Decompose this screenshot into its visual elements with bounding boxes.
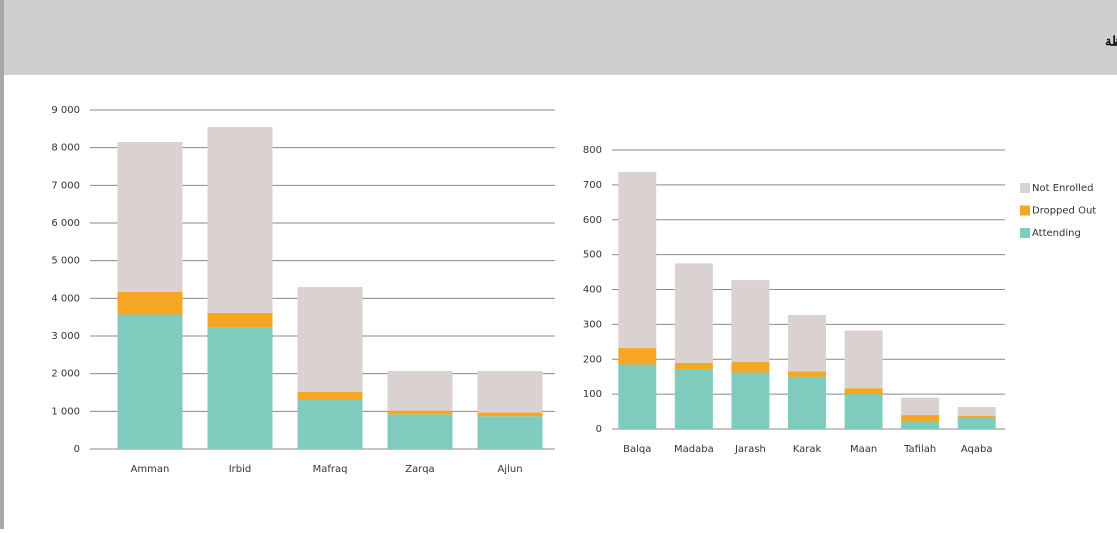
x-tick-label: Tafilah bbox=[903, 444, 936, 455]
bar-segment bbox=[731, 280, 770, 363]
y-tick-label: 500 bbox=[583, 250, 602, 261]
y-tick-label: 8 000 bbox=[51, 143, 80, 154]
bar-segment bbox=[731, 372, 770, 429]
bar-segment bbox=[117, 291, 183, 315]
bar-segment bbox=[618, 348, 657, 365]
x-tick-label: Irbid bbox=[229, 464, 252, 475]
bar-segment bbox=[901, 415, 940, 423]
y-tick-label: 4 000 bbox=[51, 293, 80, 304]
bar-segment bbox=[618, 171, 657, 349]
legend-label: Attending bbox=[1032, 228, 1081, 239]
legend-label: Dropped Out bbox=[1032, 206, 1096, 217]
header-band bbox=[0, 0, 1117, 75]
y-tick-label: 0 bbox=[596, 424, 602, 435]
bar-segment bbox=[674, 369, 713, 429]
bar-segment bbox=[844, 394, 883, 429]
bar-segment bbox=[477, 412, 543, 417]
y-tick-label: 700 bbox=[583, 180, 602, 191]
legend-swatch bbox=[1020, 205, 1030, 216]
bar-segment bbox=[901, 397, 940, 416]
y-tick-label: 3 000 bbox=[51, 331, 80, 342]
bar-segment bbox=[477, 416, 543, 449]
x-tick-label: Karak bbox=[793, 444, 822, 455]
x-tick-label: Jarash bbox=[734, 444, 766, 455]
y-tick-label: 600 bbox=[583, 215, 602, 226]
y-tick-label: 800 bbox=[583, 145, 602, 156]
bar-segment bbox=[957, 407, 996, 416]
bar-segment bbox=[207, 327, 273, 449]
y-tick-label: 2 000 bbox=[51, 369, 80, 380]
bar-segment bbox=[117, 142, 183, 292]
x-tick-label: Madaba bbox=[674, 444, 714, 455]
x-tick-label: Balqa bbox=[623, 444, 651, 455]
legend-swatch bbox=[1020, 228, 1030, 238]
legend-label: Not Enrolled bbox=[1032, 183, 1093, 194]
bar-segment bbox=[731, 362, 770, 373]
y-tick-label: 1 000 bbox=[51, 406, 80, 417]
legend-swatch bbox=[1020, 183, 1030, 193]
bar-segment bbox=[844, 330, 883, 389]
bar-segment bbox=[207, 126, 273, 314]
y-tick-label: 400 bbox=[583, 285, 602, 296]
bar-segment bbox=[387, 410, 453, 415]
header-title: رسم بياني 65: نسبة حضور الأطفال في السن … bbox=[1105, 32, 1117, 49]
bar-segment bbox=[387, 371, 453, 411]
y-tick-label: 9 000 bbox=[51, 105, 80, 116]
bar-segment bbox=[674, 263, 713, 363]
bar-segment bbox=[207, 313, 273, 328]
bar-segment bbox=[117, 314, 183, 449]
bar-segment bbox=[297, 287, 363, 392]
y-tick-label: 0 bbox=[74, 444, 80, 455]
y-tick-label: 200 bbox=[583, 354, 602, 365]
bar-segment bbox=[844, 388, 883, 395]
bar-segment bbox=[387, 414, 453, 449]
y-tick-label: 7 000 bbox=[51, 180, 80, 191]
x-tick-label: Amman bbox=[131, 464, 170, 475]
y-tick-label: 100 bbox=[583, 389, 602, 400]
bar-segment bbox=[957, 417, 996, 429]
y-tick-label: 5 000 bbox=[51, 256, 80, 267]
bar-segment bbox=[674, 362, 713, 370]
bar-segment bbox=[477, 371, 543, 413]
bar-segment bbox=[788, 376, 826, 429]
y-tick-label: 300 bbox=[583, 319, 602, 330]
bar-segment bbox=[957, 415, 996, 418]
bar-segment bbox=[788, 314, 826, 372]
x-tick-label: Mafraq bbox=[313, 464, 348, 475]
x-tick-label: Ajlun bbox=[497, 464, 522, 475]
y-tick-label: 6 000 bbox=[51, 218, 80, 229]
bar-segment bbox=[297, 391, 363, 401]
bar-segment bbox=[297, 400, 363, 449]
bar-segment bbox=[788, 371, 826, 377]
left-border bbox=[0, 0, 4, 529]
x-tick-label: Zarqa bbox=[405, 464, 434, 475]
x-tick-label: Aqaba bbox=[961, 444, 993, 455]
bar-segment bbox=[901, 422, 940, 429]
bar-segment bbox=[618, 364, 657, 429]
x-tick-label: Maan bbox=[850, 444, 877, 455]
